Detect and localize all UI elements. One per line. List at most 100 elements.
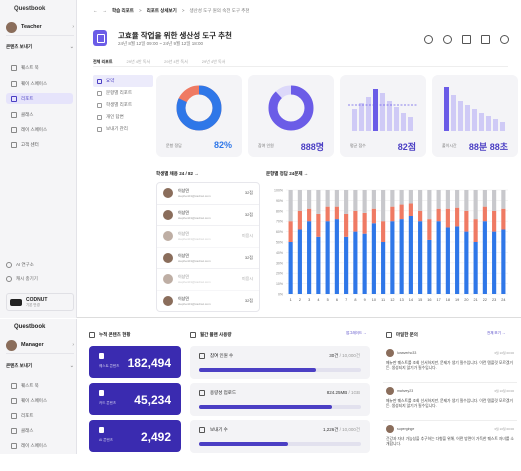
- sidebar-item-questbook[interactable]: 퀘스트 북: [6, 380, 73, 391]
- tab-class[interactable]: 29년 4반 독서: [201, 59, 226, 64]
- subnav-student[interactable]: 학생별 리포트: [93, 99, 153, 111]
- bar-segment: [436, 190, 441, 209]
- bar-segment: [418, 210, 423, 222]
- list-item[interactable]: lunaverho33 3월 10일 00:00 메뉴판 퀘스트를 조회 선서하지만…: [383, 345, 517, 383]
- list-item[interactable]: superginge 3월 10일 00:00 건강과 자녀 가능성을 추구하는 다…: [383, 421, 517, 459]
- bar-segment: [399, 190, 404, 205]
- bar-segment: [362, 190, 367, 213]
- sidebar-item-data-space[interactable]: 레이 스페이스: [6, 440, 73, 451]
- content-send-select[interactable]: 콘텐츠 보내기 ⌄: [6, 41, 74, 52]
- list-item[interactable]: 이상민 stephen01@cadnut.com 32점: [157, 205, 259, 226]
- x-tick-label: 8: [354, 298, 356, 302]
- cash-link[interactable]: 캐시 충기기: [6, 276, 38, 282]
- stack-icon: [89, 332, 95, 338]
- breadcrumb: ← → 학습 리포트 > 리포트 상세보기 > 생산성 도구 원의 숙전 도구 추천: [93, 8, 250, 14]
- bar-segment: [408, 203, 413, 216]
- subnav-summary[interactable]: 요약: [93, 75, 153, 87]
- time-bars: [444, 87, 505, 131]
- stat-card-correct: 문항 정답 82%: [156, 75, 242, 157]
- bar-segment: [482, 221, 487, 294]
- sidebar-item-label: 퀘스트 북: [21, 382, 39, 388]
- bar-segment: [297, 210, 302, 230]
- y-tick-label: 70%: [276, 220, 283, 224]
- bar-segment: [344, 213, 349, 237]
- send-icon[interactable]: [462, 35, 471, 44]
- subnav-answers[interactable]: 개인 답변: [93, 111, 153, 123]
- grid-icon: [97, 78, 102, 84]
- bar-segment: [371, 208, 376, 224]
- document-icon: [93, 30, 107, 46]
- subnav-question[interactable]: 문항별 리포트: [93, 87, 153, 99]
- ai-lab-label: AI 연구소: [16, 262, 34, 267]
- x-tick-label: 1: [290, 298, 292, 302]
- ai-icon: [6, 262, 12, 268]
- page-title: 고효율 작업을 위한 생산성 도구 추천: [118, 31, 232, 40]
- bar-segment: [436, 221, 441, 294]
- sidebar-item-class[interactable]: 클래스: [6, 109, 73, 120]
- tab-class[interactable]: 29년 4반 독서: [164, 59, 188, 64]
- tab-all-report[interactable]: 전체 리포트: [93, 59, 113, 64]
- forward-icon[interactable]: →: [102, 8, 108, 13]
- preview-icon[interactable]: [424, 35, 433, 44]
- bar-segment: [353, 190, 358, 211]
- breadcrumb-item[interactable]: 리포트 상세보기: [146, 8, 177, 13]
- download-icon[interactable]: [481, 35, 490, 44]
- bar-segment: [427, 190, 432, 220]
- link-icon[interactable]: [443, 35, 452, 44]
- sidebar-item-report[interactable]: 리포트: [6, 93, 73, 104]
- list-item[interactable]: 이상민 stephen01@cadnut.com 미응시: [157, 226, 259, 248]
- bar-segment: [381, 242, 386, 294]
- content-stats-header: 누적 콘텐츠 현황: [89, 332, 130, 338]
- sidebar-item-space[interactable]: 퀘이 스페이스: [6, 78, 73, 89]
- users-icon: [11, 126, 17, 133]
- breadcrumb-item[interactable]: 학습 리포트: [112, 8, 134, 13]
- sidebar-item-support[interactable]: 고객 센터: [6, 139, 73, 150]
- back-icon[interactable]: ←: [93, 8, 98, 13]
- avatar: [163, 188, 173, 199]
- ai-icon: [99, 427, 104, 433]
- bar-segment: [464, 210, 469, 232]
- content-send-select[interactable]: 콘텐츠 보내기 ⌄: [6, 360, 74, 371]
- users-icon: [199, 353, 205, 359]
- org-switcher[interactable]: CODNUT 기본 반경: [6, 293, 74, 311]
- usage-value: 1,226건 / 10,000건: [323, 427, 360, 433]
- user-icon: [97, 102, 102, 108]
- subnav-send[interactable]: 보내기 관리: [93, 123, 153, 135]
- bar-segment: [381, 221, 386, 242]
- sidebar-item-label: 고객 센터: [21, 141, 39, 147]
- bar-segment: [464, 190, 469, 211]
- students-header[interactable]: 학생별 채용 24 / 82 →: [156, 171, 199, 176]
- donut-participants: [268, 85, 314, 131]
- sidebar-item-report[interactable]: 리포트: [6, 410, 73, 421]
- list-item[interactable]: 이상민 stephen01@cadnut.com 32점: [157, 183, 259, 205]
- list-item[interactable]: 이상민 stephen01@cadnut.com 미응시: [157, 269, 259, 291]
- bar-segment: [482, 206, 487, 222]
- coin-icon: [6, 276, 12, 282]
- ai-lab-link[interactable]: AI 연구소: [6, 262, 34, 268]
- view-all-link[interactable]: 전체 보기 →: [487, 331, 506, 335]
- bar-segment: [288, 221, 293, 242]
- more-icon[interactable]: [500, 35, 509, 44]
- list-item[interactable]: 이상민 stephen01@cadnut.com 32점: [157, 291, 259, 312]
- sidebar-item-data-space[interactable]: 레이 스페이스: [6, 124, 73, 135]
- list-item[interactable]: 이상민 stephen01@cadnut.com 32점: [157, 248, 259, 269]
- class-icon: [11, 427, 17, 434]
- x-tick-label: 21: [474, 298, 478, 302]
- question-chart: 100%90%80%70%60%50%40%30%20%10%0%1 2 3 4 5 6 7…: [274, 189, 508, 302]
- list-item[interactable]: mahvey23 3월 10일 00:00 메뉴판 퀘스트를 조회 선서하지만, 문…: [383, 383, 517, 421]
- chart-header[interactable]: 문항별 정답 24문제 →: [266, 171, 309, 176]
- bar-segment: [473, 190, 478, 220]
- sidebar-item-space[interactable]: 퀘이 스페이스: [6, 395, 73, 406]
- subnav-label: 요약: [106, 78, 115, 83]
- sidebar-item-questbook[interactable]: 퀘스트 북: [6, 62, 73, 73]
- role-switcher[interactable]: Teacher ›: [6, 19, 74, 36]
- tab-class[interactable]: 29년 4반 독서: [126, 59, 151, 64]
- avatar: [386, 387, 394, 395]
- home-icon: [11, 382, 17, 389]
- bar-segment: [418, 190, 423, 211]
- header-label: 월간 플랜 사용량: [200, 332, 232, 337]
- upgrade-link[interactable]: 업그레이드 →: [346, 331, 367, 335]
- bar-segment: [334, 206, 339, 220]
- sidebar-item-class[interactable]: 클래스: [6, 425, 73, 436]
- role-switcher[interactable]: Manager ›: [6, 337, 74, 354]
